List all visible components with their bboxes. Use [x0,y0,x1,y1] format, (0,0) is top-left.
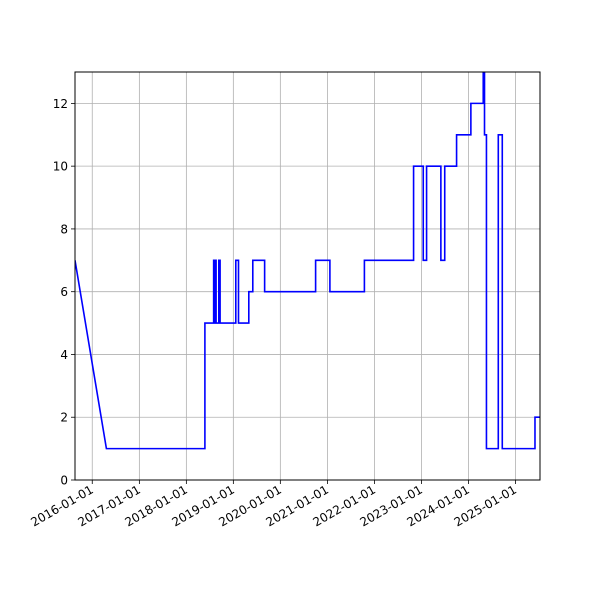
y-tick-label: 12 [53,97,68,111]
series-line-0 [75,72,540,450]
y-tick-label: 4 [60,348,68,362]
y-tick-label: 6 [60,285,68,299]
y-tick-label: 10 [53,160,68,174]
x-axis: 2016-01-012017-01-012018-01-012019-01-01… [28,480,519,529]
y-axis: 0 2 4 6 8 10 12 [53,97,75,488]
y-tick-label: 2 [60,411,68,425]
y-tick-label: 0 [60,474,68,488]
plot-frame [74,71,541,481]
y-tick-label: 8 [60,222,68,236]
data-layer [75,72,540,450]
